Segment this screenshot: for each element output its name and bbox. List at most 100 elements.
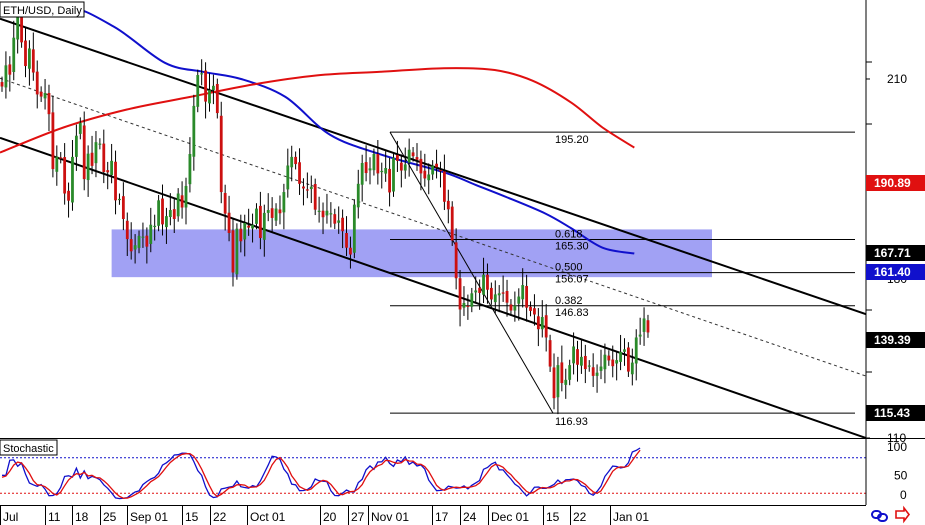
price-tag [866,175,925,191]
candle-body [603,354,607,370]
candle-body [439,169,442,172]
price-tag [866,264,925,280]
candle-body [466,305,470,307]
candle-body [505,290,509,303]
candle-body [419,158,423,174]
candle-body [619,351,622,362]
fib-price-label: 116.93 [555,416,588,428]
candle-body [349,247,352,255]
x-tick-label: 27 [351,510,365,524]
candle-body [623,349,626,352]
stochastic-y-tick-label: 50 [894,469,908,483]
candle-body [583,355,587,370]
x-tick-label: 22 [573,510,587,524]
x-tick-label: Oct 01 [250,510,286,524]
stochastic-y-tick-label: 100 [887,440,907,454]
candle-body [470,293,474,307]
candle-body [325,210,329,216]
candle-body [446,200,450,210]
candle-body [161,198,164,225]
x-tick-label: 17 [435,510,449,524]
candle-body [258,205,262,239]
candle-body [274,208,278,221]
resistance-zone [111,229,713,278]
candle-body [192,105,196,157]
x-tick-label: 15 [185,510,199,524]
fib-ratio-label: 0.500 [555,262,583,274]
candle-body [392,157,395,192]
x-tick-label: Jan 01 [613,510,649,524]
candle-body [591,367,595,376]
fib-price-label: 146.83 [555,307,589,319]
candle-body [168,210,172,218]
candle-body [184,185,188,208]
candle-body [399,162,403,171]
candle-body [580,356,583,366]
candle-body [86,153,90,181]
candle-body [341,217,345,232]
candle-body [243,222,247,240]
candle-body [31,49,35,73]
candle-body [435,163,438,168]
candle-body [98,143,102,145]
candle-body [380,170,384,173]
price-tag-label: 161.40 [874,265,911,279]
candle-body [149,224,153,244]
candle-body [176,193,180,217]
candle-body [215,84,219,114]
candle-body [486,274,489,290]
arrow-icon[interactable] [895,505,911,524]
candle-body [309,186,313,190]
candle-body [294,156,298,165]
candle-body [223,192,227,214]
candle-body [411,152,415,157]
channel-lower-line [0,136,866,438]
candle-body [55,156,59,172]
candle-body [133,245,137,250]
candle-body [497,293,501,296]
candle-body [352,204,356,253]
candle-body [376,154,380,174]
candle-body [384,168,388,174]
candle-body [525,285,529,308]
candle-body [208,90,211,104]
candle-body [4,65,8,88]
y-tick-label: 210 [887,72,907,86]
candle-body [442,171,446,202]
candle-body [321,210,325,218]
stochastic-y-tick-label: 0 [900,488,907,502]
candle-body [521,285,525,300]
candle-body [0,82,4,87]
candle-body [16,14,20,40]
candle-body [517,296,521,304]
candle-body [239,228,243,242]
fib-price-label: 165.30 [555,240,589,252]
candle-body [255,208,258,224]
candle-body [356,183,360,208]
x-tick-label: 15 [546,510,560,524]
indicator-title: Stochastic [3,443,54,455]
candle-body [165,216,168,228]
chart-title-box [0,1,85,18]
candle-body [59,157,63,159]
candle-body [8,64,12,75]
indicator-title-box [0,439,58,456]
price-tag-label: 139.39 [874,333,911,347]
candle-body [12,37,16,72]
candle-body [114,161,117,201]
link-icon[interactable] [871,510,888,522]
candle-body [63,157,67,194]
candle-body [118,198,121,201]
candle-body [454,242,458,279]
channel-midline [0,77,866,377]
candle-body [286,165,290,190]
candle-body [212,85,215,91]
candle-body [153,225,157,228]
candle-body [607,355,611,361]
candle-body [227,212,231,234]
candle-body [290,156,294,168]
candle-body [368,168,372,171]
candle-body [533,308,536,315]
candle-body [298,162,301,184]
